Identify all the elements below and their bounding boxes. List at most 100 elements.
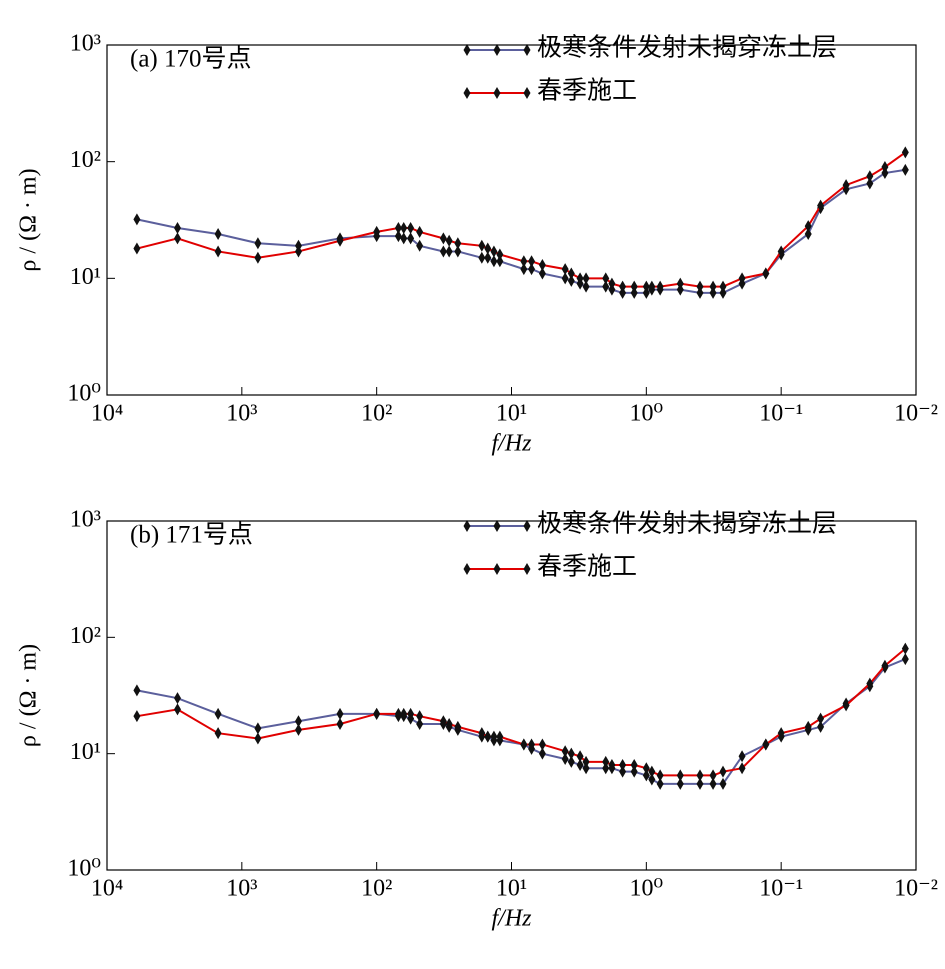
data-point — [214, 245, 222, 258]
data-point — [804, 227, 812, 240]
data-point — [719, 765, 727, 778]
data-point — [642, 280, 650, 293]
legend-marker — [493, 520, 501, 532]
data-point — [538, 267, 546, 280]
data-point — [214, 727, 222, 740]
data-point — [454, 720, 462, 733]
data-point — [561, 272, 569, 285]
legend-label: 春季施工 — [537, 77, 637, 105]
plot-frame — [106, 44, 917, 396]
data-point — [174, 232, 182, 245]
data-point — [407, 707, 415, 720]
x-tick-label: 10⁰ — [630, 876, 664, 902]
data-point — [174, 703, 182, 716]
data-point — [762, 738, 770, 751]
series-line — [136, 168, 906, 294]
legend-marker — [493, 563, 501, 575]
data-point — [696, 777, 704, 790]
data-point — [373, 707, 381, 720]
data-point — [439, 245, 447, 258]
y-tick-label: 10³ — [70, 31, 101, 57]
x-tick-label: 10⁻¹ — [759, 876, 803, 902]
data-point — [538, 259, 546, 272]
data-point — [254, 722, 262, 735]
data-point — [567, 274, 575, 287]
y-tick-label: 10² — [70, 623, 101, 649]
data-point — [133, 213, 141, 226]
data-point — [528, 263, 536, 276]
legend-marker — [493, 87, 501, 99]
data-point — [416, 225, 424, 238]
legend-marker — [523, 520, 531, 532]
y-tick-label: 10¹ — [70, 739, 101, 765]
data-point — [630, 758, 638, 771]
data-point — [817, 199, 825, 212]
x-tick-label: 10⁻¹ — [759, 401, 803, 427]
data-point — [407, 222, 415, 235]
data-point — [602, 755, 610, 768]
y-tick-label: 10² — [70, 147, 101, 173]
data-point — [576, 272, 584, 285]
y-tick-label: 10⁰ — [67, 856, 101, 882]
data-point — [648, 765, 656, 778]
data-point — [439, 232, 447, 245]
data-point — [619, 286, 627, 299]
legend-marker — [493, 44, 501, 56]
data-point — [254, 732, 262, 745]
data-point — [719, 286, 727, 299]
data-point — [696, 769, 704, 782]
data-point — [696, 280, 704, 293]
plot-frame — [106, 520, 917, 871]
data-point — [582, 762, 590, 775]
data-point — [817, 720, 825, 733]
data-point — [881, 659, 889, 672]
data-point — [484, 242, 492, 255]
data-point — [866, 170, 874, 183]
chart-title: (b) 171号点 — [130, 521, 253, 549]
data-point — [496, 255, 504, 268]
data-point — [520, 255, 528, 268]
data-point — [842, 179, 850, 192]
y-tick-label: 10¹ — [70, 264, 101, 290]
x-tick-label: 10⁴ — [91, 401, 123, 427]
data-point — [454, 237, 462, 250]
data-point — [719, 777, 727, 790]
data-point — [709, 280, 717, 293]
data-point — [394, 222, 402, 235]
data-point — [696, 286, 704, 299]
data-point — [738, 750, 746, 763]
x-axis-label: f/Hz — [491, 906, 532, 932]
data-point — [484, 251, 492, 264]
data-point — [676, 277, 684, 290]
data-point — [538, 738, 546, 751]
data-point — [484, 730, 492, 743]
data-point — [881, 161, 889, 174]
data-point — [496, 730, 504, 743]
y-tick-label: 10⁰ — [67, 381, 101, 407]
x-tick-label: 10¹ — [496, 876, 527, 902]
data-point — [804, 720, 812, 733]
x-tick-label: 10⁰ — [630, 401, 664, 427]
data-point — [373, 225, 381, 238]
data-point — [214, 227, 222, 240]
data-point — [416, 239, 424, 252]
data-point — [294, 245, 302, 258]
data-point — [642, 286, 650, 299]
data-point — [520, 263, 528, 276]
data-point — [608, 758, 616, 771]
x-tick-label: 10⁻² — [894, 401, 938, 427]
data-point — [445, 717, 453, 730]
data-point — [576, 758, 584, 771]
legend-label: 极寒条件发射未揭穿冻土层 — [537, 510, 837, 538]
data-point — [738, 272, 746, 285]
series-line — [136, 658, 906, 785]
data-point — [901, 146, 909, 159]
data-point — [576, 750, 584, 763]
data-point — [439, 715, 447, 728]
data-point — [400, 232, 408, 245]
legend-marker — [523, 44, 531, 56]
data-point — [709, 769, 717, 782]
y-axis-label: ρ / (Ω · m) — [16, 168, 42, 271]
data-point — [648, 280, 656, 293]
